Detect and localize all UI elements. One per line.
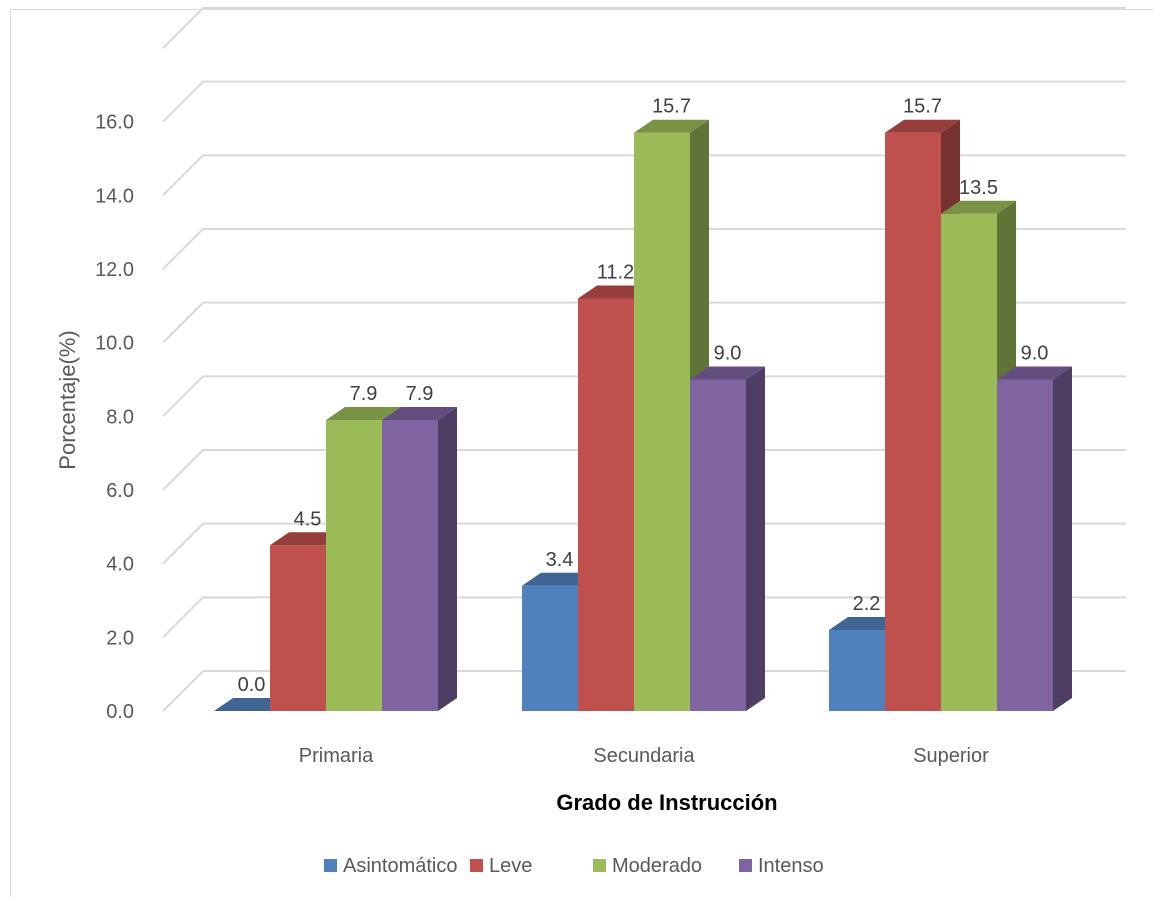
gridline — [162, 375, 1126, 418]
data-label: 9.0 — [714, 343, 742, 365]
bar-front — [941, 213, 997, 711]
bar-side — [746, 366, 765, 711]
y-axis-title: Porcentaje(%) — [55, 330, 80, 469]
category-label: Superior — [913, 745, 989, 767]
bar-secundaria-3 — [690, 366, 765, 711]
bar-front — [270, 545, 326, 711]
data-label: 2.2 — [853, 593, 881, 615]
data-label: 7.9 — [406, 383, 434, 405]
data-label: 11.2 — [597, 261, 634, 283]
legend-label: Asintomático — [343, 855, 458, 877]
gridline — [162, 670, 1126, 712]
x-axis-title: Grado de Instrucción — [556, 790, 777, 815]
gridline — [162, 80, 1126, 123]
data-label: 3.4 — [546, 549, 574, 571]
data-label: 4.5 — [294, 508, 322, 530]
legend-swatch — [470, 859, 483, 872]
data-label: 13.5 — [959, 177, 998, 199]
legend: Asintomático Leve Moderado Intenso — [324, 855, 824, 877]
bar-top — [885, 119, 960, 133]
data-label: 15.7 — [903, 96, 942, 118]
bar-side — [438, 407, 457, 711]
legend-label: Intenso — [758, 855, 824, 877]
data-label: 15.7 — [652, 96, 691, 118]
y-tick-label: 6.0 — [106, 480, 134, 502]
legend-label: Moderado — [612, 855, 702, 877]
bar-front — [634, 132, 690, 711]
bar-top — [382, 407, 457, 421]
category-label: Secundaria — [593, 745, 695, 767]
bar-front — [578, 298, 634, 711]
bar-superior-3 — [997, 366, 1072, 711]
bar-front — [382, 420, 438, 711]
bar-front — [829, 629, 885, 711]
bar-front — [885, 132, 941, 711]
gridline — [162, 301, 1126, 344]
data-label: 9.0 — [1021, 343, 1049, 365]
gridline — [162, 522, 1126, 565]
bar-top — [326, 407, 401, 421]
legend-swatch — [324, 859, 337, 872]
gridline — [162, 228, 1126, 270]
category-label: Primaria — [299, 745, 374, 767]
legend-item: Moderado — [593, 855, 702, 877]
legend-item: Asintomático — [324, 855, 458, 877]
y-tick-labels: 0.0 2.0 4.0 6.0 8.0 10.0 12.0 14.0 16.0 — [95, 112, 134, 723]
y-tick-label: 12.0 — [95, 259, 134, 281]
legend-label: Leve — [489, 855, 532, 877]
bar-top — [997, 366, 1072, 380]
legend-swatch — [739, 859, 752, 872]
bars — [214, 119, 1072, 711]
gridline — [162, 154, 1126, 197]
data-labels: 0.0 4.5 7.9 7.9 3.4 11.2 15.7 9.0 2.2 15.7 13.5 9.0 — [238, 96, 1049, 696]
bar-top — [690, 366, 765, 380]
bar-front — [997, 379, 1053, 711]
y-tick-label: 16.0 — [95, 112, 134, 134]
gridline — [162, 596, 1126, 639]
bar-top — [634, 119, 709, 133]
bar-top — [941, 200, 1016, 214]
data-label: 0.0 — [238, 674, 266, 696]
legend-item: Leve — [470, 855, 532, 877]
gridline — [162, 7, 1126, 49]
legend-item: Intenso — [739, 855, 824, 877]
gridline — [162, 449, 1126, 491]
category-labels: Primaria Secundaria Superior — [299, 745, 989, 767]
data-label: 7.9 — [350, 383, 378, 405]
y-tick-label: 8.0 — [106, 406, 134, 428]
chart-frame — [10, 9, 1153, 897]
bar-primaria-3 — [382, 407, 457, 711]
bar-side — [1053, 366, 1072, 711]
legend-swatch — [593, 859, 606, 872]
y-tick-label: 4.0 — [106, 554, 134, 576]
y-tick-label: 0.0 — [106, 701, 134, 723]
y-tick-label: 2.0 — [106, 627, 134, 649]
bar-front — [690, 379, 746, 711]
gridlines — [162, 7, 1126, 712]
y-tick-label: 10.0 — [95, 333, 134, 355]
bar-front — [326, 420, 382, 711]
bar-front — [522, 585, 578, 711]
y-tick-label: 14.0 — [95, 185, 134, 207]
